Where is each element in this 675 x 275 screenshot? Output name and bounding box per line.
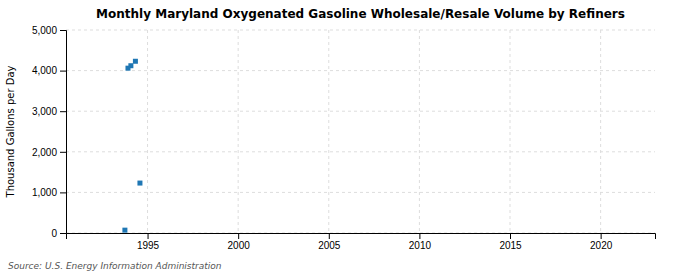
y-tick-mark <box>60 111 66 112</box>
x-tick-label: 2010 <box>409 240 432 251</box>
x-tick-mark <box>510 233 511 239</box>
y-tick: 1,000 <box>32 187 66 198</box>
grid-line-x <box>510 30 511 233</box>
y-tick-label: 4,000 <box>32 65 57 76</box>
y-tick-label: 0 <box>51 228 57 239</box>
x-tick: 2010 <box>409 233 432 251</box>
x-tick-mark <box>601 233 602 239</box>
chart-container: 1995 2000 2005 2010 2015 2020 0 1,000 2,000 3,000… <box>0 0 675 275</box>
grid-line-y <box>66 30 655 31</box>
x-tick-label: 2000 <box>228 240 251 251</box>
grid-line-y <box>66 151 655 152</box>
y-axis-title: Thousand Gallons per Day <box>5 65 16 198</box>
y-tick-mark <box>60 192 66 193</box>
grid-line-x <box>238 30 239 233</box>
x-tick-mark <box>419 233 420 239</box>
y-tick-label: 5,000 <box>32 25 57 36</box>
y-tick-mark <box>60 71 66 72</box>
plot-area: 1995 2000 2005 2010 2015 2020 0 1,000 2,000 3,000… <box>32 25 656 251</box>
y-axis: 0 1,000 2,000 3,000 4,000 5,000 <box>32 25 67 239</box>
y-tick-mark <box>60 30 66 31</box>
grid-line-x <box>147 30 148 233</box>
x-tick-mark <box>329 233 330 239</box>
y-tick-mark <box>60 233 66 234</box>
point <box>122 228 127 233</box>
x-tick-label: 2015 <box>499 240 522 251</box>
y-axis-line <box>60 31 67 234</box>
y-tick-label: 1,000 <box>32 187 57 198</box>
grid-line-y <box>66 111 655 112</box>
x-tick-mark <box>238 233 239 239</box>
x-tick: 2015 <box>499 233 522 251</box>
x-tick-label: 2020 <box>590 240 613 251</box>
point <box>137 181 142 186</box>
grid-line-x <box>328 30 329 233</box>
y-tick-mark <box>60 152 66 153</box>
y-tick: 0 <box>51 228 66 239</box>
x-tick: 2020 <box>590 233 613 251</box>
x-tick-label: 2005 <box>318 240 341 251</box>
y-tick-label: 2,000 <box>32 147 57 158</box>
y-tick: 2,000 <box>32 147 66 158</box>
y-tick: 3,000 <box>32 106 66 117</box>
point <box>133 59 138 64</box>
source-note: Source: U.S. Energy Information Administ… <box>8 261 222 271</box>
chart-svg: 1995 2000 2005 2010 2015 2020 0 1,000 2,000 3,000… <box>0 0 675 275</box>
x-tick: 2005 <box>318 233 341 251</box>
grid-line-x <box>419 30 420 233</box>
x-tick: 2000 <box>228 233 251 251</box>
grid-line-y <box>66 70 655 71</box>
x-axis: 1995 2000 2005 2010 2015 2020 <box>67 233 656 251</box>
y-tick-label: 3,000 <box>32 106 57 117</box>
grid-line-x <box>600 30 601 233</box>
point <box>128 63 133 68</box>
x-tick-label: 1995 <box>137 240 160 251</box>
x-tick-mark <box>148 233 149 239</box>
title: Monthly Maryland Oxygenated Gasoline Who… <box>96 7 625 21</box>
grid-line-y <box>66 192 655 193</box>
x-tick: 1995 <box>137 233 160 251</box>
x-axis-line <box>67 234 656 240</box>
points <box>122 59 142 233</box>
y-tick: 4,000 <box>32 65 66 76</box>
grid <box>66 30 655 233</box>
y-tick: 5,000 <box>32 25 66 36</box>
